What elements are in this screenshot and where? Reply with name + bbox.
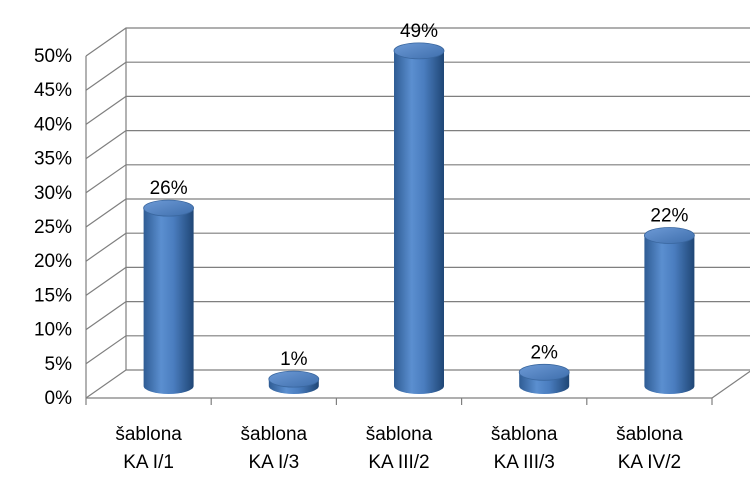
- y-tick-label: 5%: [45, 354, 73, 375]
- y-tick-label: 10%: [34, 320, 72, 341]
- data-label: 26%: [150, 178, 188, 199]
- bar-cap: [518, 363, 570, 381]
- bar: [268, 370, 320, 394]
- bar-body: [394, 50, 444, 395]
- data-label: 2%: [530, 342, 558, 363]
- bar-cap: [393, 42, 445, 60]
- y-tick-label: 45%: [34, 80, 72, 101]
- bar: [143, 199, 195, 394]
- bar: [644, 227, 695, 394]
- y-tick-label: 20%: [34, 251, 72, 272]
- y-tick-label: 25%: [34, 217, 72, 238]
- y-tick-label: 30%: [34, 183, 72, 204]
- bar-body: [143, 208, 194, 394]
- bar-body: [644, 235, 695, 394]
- bars: [143, 42, 695, 395]
- bar-cap: [268, 370, 320, 388]
- data-label: 22%: [650, 206, 688, 227]
- y-tick-label: 15%: [34, 285, 72, 306]
- y-tick-label: 35%: [34, 149, 72, 170]
- x-tick-label: šablona KA III/3: [491, 424, 558, 473]
- bar: [518, 363, 570, 394]
- x-tick-label: šablona KA IV/2: [616, 424, 683, 473]
- data-label: 49%: [400, 21, 438, 42]
- y-tick-label: 40%: [34, 114, 72, 135]
- data-label: 1%: [280, 349, 308, 370]
- x-axis-tick-labels: šablona KA I/1 šablona KA I/3 šablona KA III/…: [115, 424, 683, 473]
- x-tick-label: šablona KA I/3: [241, 424, 308, 473]
- floor-right-edge: [711, 370, 750, 399]
- data-labels: 26% 1% 49% 2% 22%: [150, 21, 689, 370]
- x-tick-label: šablona KA III/2: [366, 424, 433, 473]
- y-tick-label: 0%: [45, 388, 73, 409]
- bar-cap: [143, 199, 195, 217]
- axes: [85, 28, 750, 405]
- y-tick-label: 50%: [34, 46, 72, 67]
- bar-cap: [644, 227, 695, 244]
- x-tick-label: šablona KA I/1: [115, 424, 182, 473]
- y-axis-tick-labels: 0% 5% 10% 15% 20% 25% 30% 35% 40% 45% 50%: [34, 46, 72, 409]
- bar: [393, 42, 445, 395]
